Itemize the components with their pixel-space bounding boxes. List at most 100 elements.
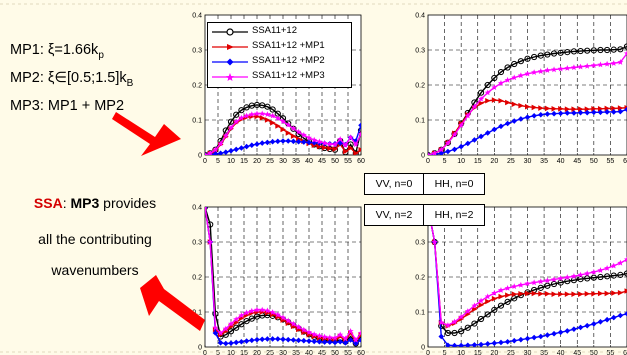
data-point-mp2	[624, 106, 627, 113]
ssa-conclusion-line2: all the contributing	[38, 231, 152, 247]
x-tick-label: 20	[490, 158, 498, 165]
data-point-ssa	[238, 107, 245, 114]
data-point-mp3	[511, 74, 518, 81]
x-tick-label: 60	[357, 158, 365, 165]
data-point-mp1	[544, 291, 551, 297]
data-point-mp3	[227, 320, 235, 327]
y-tick-label: 0	[421, 345, 425, 352]
data-point-mp3	[342, 142, 349, 148]
data-point-ssa	[458, 328, 465, 335]
data-point-mp1	[478, 100, 485, 106]
data-point-mp2	[223, 149, 229, 155]
data-point-mp2	[557, 329, 564, 336]
data-point-mp3	[471, 302, 478, 309]
data-point-mp3	[321, 139, 328, 146]
data-point-mp1	[491, 97, 498, 103]
data-point-mp3	[326, 140, 333, 147]
data-point-mp3	[347, 134, 354, 141]
data-point-mp3	[331, 334, 339, 341]
data-point-mp2	[290, 138, 297, 145]
data-point-mp1	[617, 105, 624, 111]
chart-panel-vv-n2: 0 5 10 15 20 25 30 35 40 45 50 55 60 0 0.1 0.2 0.3 0.4	[192, 205, 365, 355]
data-point-mp2	[311, 338, 317, 345]
data-point-mp3	[431, 150, 438, 155]
data-point-mp2	[610, 314, 617, 321]
data-point-mp1	[290, 133, 297, 139]
data-point-mp3	[311, 331, 318, 337]
data-point-mp3	[491, 289, 498, 296]
data-point-ssa	[544, 282, 551, 289]
data-point-ssa	[537, 52, 544, 59]
data-point-ssa	[511, 60, 518, 68]
y-tick-label: 0	[198, 345, 202, 352]
data-point-mp3	[478, 95, 485, 102]
x-tick-label: 5	[443, 158, 447, 165]
data-point-ssa	[550, 50, 558, 57]
x-tick-label: 25	[266, 158, 274, 165]
data-point-mp1	[531, 290, 538, 297]
data-point-mp3	[295, 128, 302, 135]
data-point-mp1	[571, 106, 577, 112]
y-tick-label: 0.2	[192, 83, 202, 90]
mp3-word: MP3	[70, 195, 100, 211]
data-point-mp2	[544, 111, 551, 117]
data-point-mp1	[578, 106, 584, 112]
data-point-ssa	[570, 48, 578, 55]
data-point-mp3	[531, 69, 538, 75]
x-tick-label: 35	[292, 350, 300, 355]
chart-legend: SSA11+12 SSA11+12 +MP1 SSA11+12 +MP2 SSA…	[207, 22, 352, 88]
data-point-ssa	[604, 273, 611, 280]
data-point-ssa	[484, 311, 491, 318]
data-point-mp3	[544, 67, 551, 73]
data-point-mp2	[471, 137, 478, 143]
data-point-mp2	[295, 138, 302, 145]
data-point-mp3	[352, 141, 359, 148]
data-point-ssa	[238, 321, 245, 328]
data-point-ssa	[610, 272, 617, 279]
data-point-mp2	[617, 312, 624, 319]
legend-entry-mp1: SSA11+12 +MP1	[208, 40, 351, 53]
data-point-ssa	[464, 324, 471, 331]
data-point-ssa	[491, 306, 498, 313]
x-tick-label: 20	[490, 350, 498, 355]
data-point-ssa	[617, 271, 624, 278]
data-point-mp3	[227, 124, 235, 131]
data-point-mp3	[300, 326, 307, 333]
y-tick-label: 0	[421, 153, 425, 160]
data-point-ssa	[504, 64, 511, 71]
x-tick-label: 0	[426, 350, 430, 355]
data-point-mp2	[233, 339, 239, 346]
data-point-ssa	[248, 315, 255, 322]
mp3-definition: MP3: MP1 + MP2	[10, 98, 125, 114]
data-point-mp3	[316, 332, 323, 339]
data-point-mp2	[584, 109, 590, 116]
data-point-mp3	[295, 323, 302, 330]
data-point-mp3	[212, 324, 219, 331]
data-point-mp2	[571, 326, 577, 332]
series-group	[428, 43, 627, 155]
data-point-mp1	[558, 106, 564, 112]
data-point-mp2	[438, 150, 445, 155]
data-point-mp1	[597, 290, 604, 297]
y-tick-label: 0.3	[192, 48, 202, 55]
data-point-mp3	[451, 318, 458, 325]
data-point-mp1	[518, 102, 524, 109]
data-point-ssa	[517, 58, 524, 65]
y-tick-label: 0.3	[415, 240, 425, 247]
y-tick-label: 0.1	[415, 118, 425, 125]
data-point-mp3	[326, 334, 333, 341]
data-point-mp3	[357, 130, 361, 137]
data-point-mp2	[484, 130, 491, 136]
data-point-mp3	[597, 267, 604, 273]
label-hh-n2: HH, n=2	[423, 204, 485, 226]
data-point-mp1	[358, 146, 361, 153]
data-point-mp3	[264, 307, 271, 314]
data-point-ssa	[604, 46, 611, 54]
x-tick-label: 15	[240, 350, 248, 355]
data-point-mp3	[451, 131, 458, 138]
data-point-ssa	[233, 324, 240, 331]
data-point-mp3	[617, 59, 624, 65]
x-tick-label: 45	[573, 350, 581, 355]
data-point-mp2	[228, 148, 234, 154]
data-point-mp3	[233, 118, 240, 125]
